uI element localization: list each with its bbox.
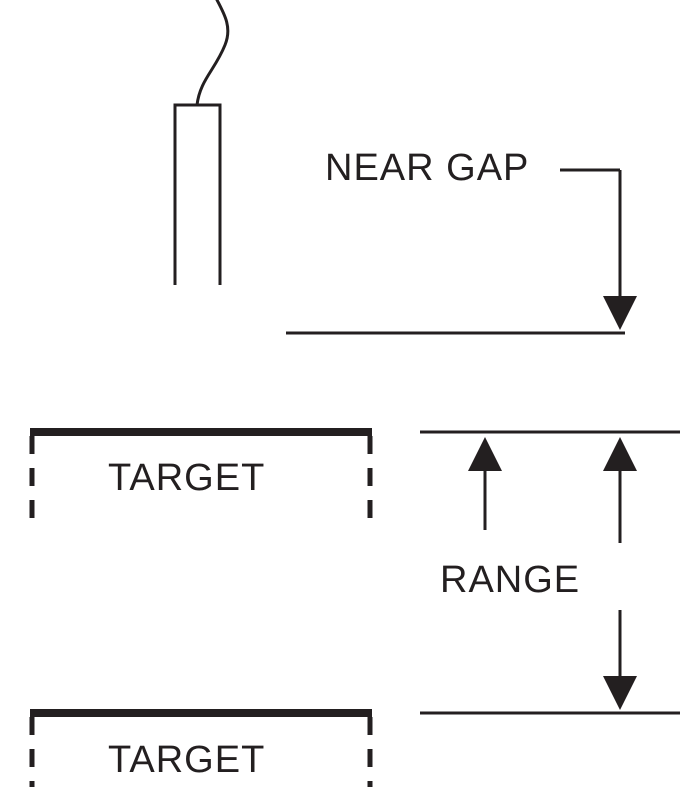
arrowhead [603, 437, 637, 471]
diagram-stage: NEAR GAP TARGET TARGET RANGE [0, 0, 700, 787]
target2-label: TARGET [108, 739, 265, 781]
arrowhead [603, 676, 637, 710]
sensor-body [175, 105, 220, 285]
diagram-svg: NEAR GAP TARGET TARGET RANGE [0, 0, 700, 787]
near-gap-label: NEAR GAP [325, 147, 529, 189]
target1-label: TARGET [108, 457, 265, 499]
arrowhead [603, 296, 637, 330]
sensor-wire [197, 0, 228, 105]
arrowhead [468, 437, 502, 471]
range-label: RANGE [440, 559, 580, 601]
